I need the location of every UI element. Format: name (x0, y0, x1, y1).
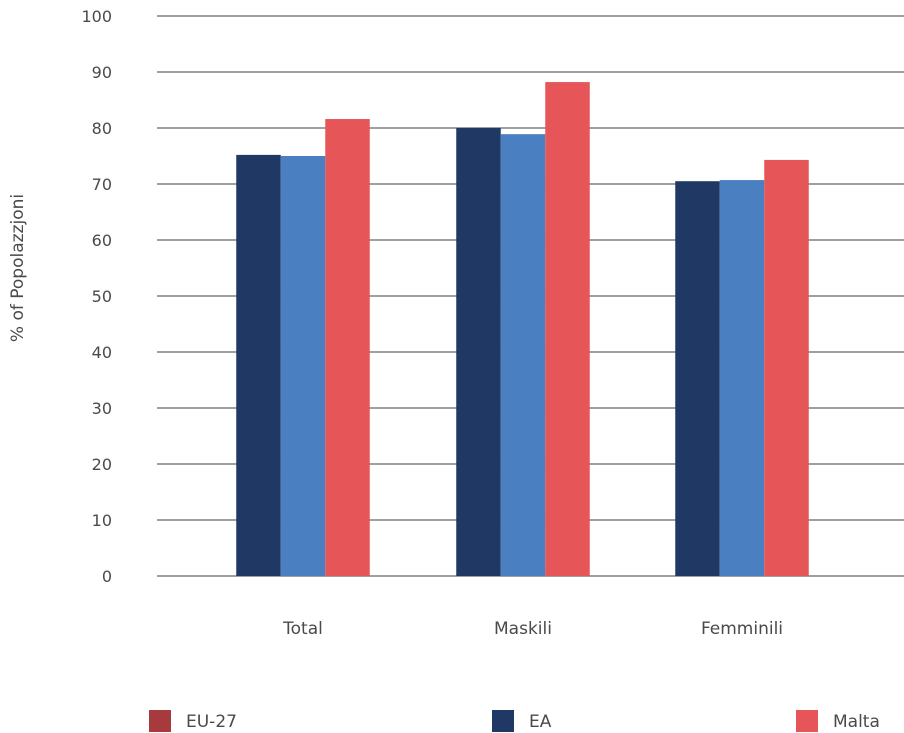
x-tick-label: Maskili (494, 619, 552, 639)
bar (325, 119, 370, 576)
y-tick-label: 30 (92, 399, 112, 418)
x-tick-label: Femminili (701, 619, 783, 639)
bar (280, 156, 326, 576)
y-tick-label: 60 (92, 231, 112, 250)
legend-label: EU-27 (186, 712, 237, 732)
y-tick-label: 50 (92, 287, 112, 306)
y-tick-label: 70 (92, 175, 112, 194)
category-labels: Total Maskili Femminili (282, 619, 783, 639)
legend-swatch (149, 710, 171, 732)
y-tick-label: 20 (92, 455, 112, 474)
y-tick-label: 80 (92, 119, 112, 138)
bar (500, 134, 546, 576)
y-tick-label: 40 (92, 343, 112, 362)
x-tick-label: Total (282, 619, 323, 639)
y-tick-label: 90 (92, 63, 112, 82)
y-axis-ticks: 0 10 20 30 40 50 60 70 80 90 100 (81, 7, 112, 586)
y-tick-label: 10 (92, 511, 112, 530)
legend-label: EA (529, 712, 552, 732)
y-axis-title: % of Popolazzjoni (8, 194, 28, 342)
bar (675, 181, 720, 576)
bar (456, 128, 501, 576)
bars (236, 82, 809, 577)
y-tick-label: 100 (81, 7, 112, 26)
bar (236, 154, 281, 576)
bar (764, 159, 809, 577)
legend-swatch (492, 710, 514, 732)
y-tick-label: 0 (102, 567, 112, 586)
legend-label: Malta (833, 712, 880, 732)
legend-swatch (796, 710, 818, 732)
bar (545, 82, 590, 576)
bar (719, 180, 765, 576)
legend: EU-27 EA Malta (149, 710, 880, 732)
